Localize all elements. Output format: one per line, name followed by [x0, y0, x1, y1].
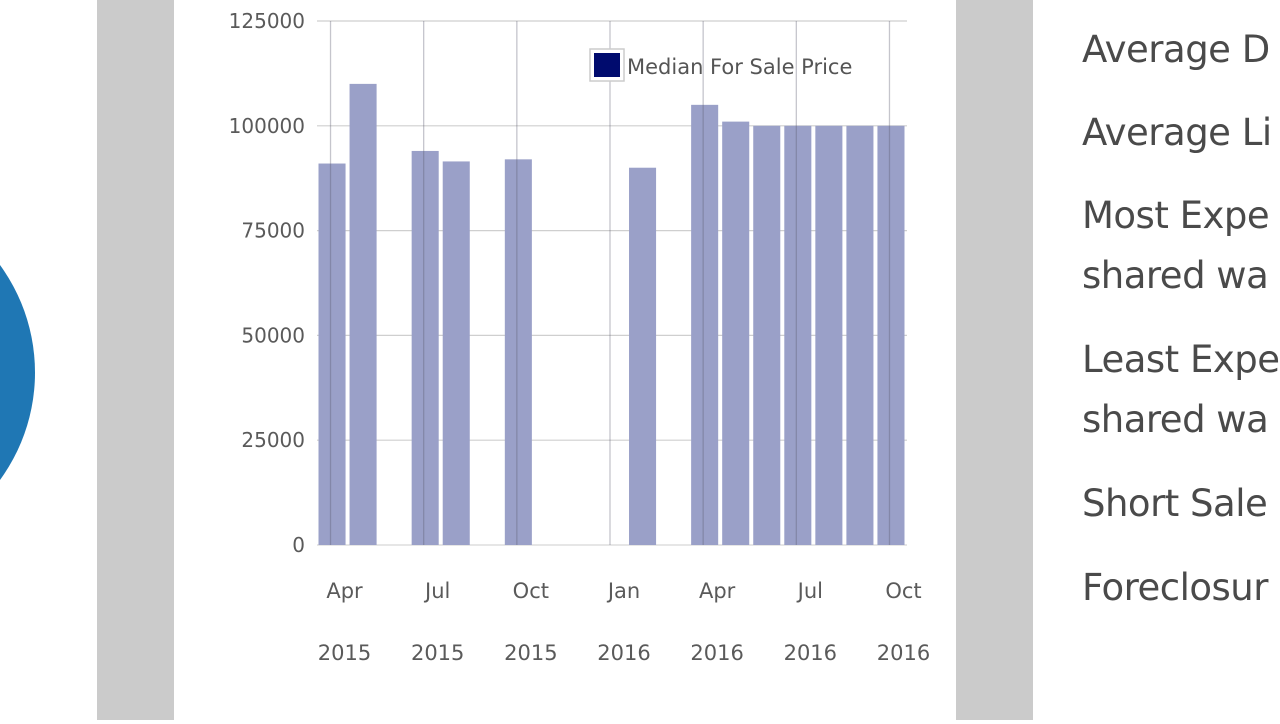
- x-tick-year: 2015: [504, 641, 557, 665]
- legend-swatch: [594, 53, 620, 77]
- bar[interactable]: [442, 161, 470, 545]
- bar[interactable]: [753, 125, 781, 546]
- bar[interactable]: [784, 125, 812, 546]
- x-tick-month: Apr: [699, 579, 736, 603]
- pie-chart-partial: [0, 190, 35, 555]
- x-tick-year: 2016: [877, 641, 930, 665]
- bar[interactable]: [629, 167, 657, 545]
- x-tick-month: Apr: [326, 579, 363, 603]
- stat-short-sale: Short Sale: [1082, 482, 1268, 525]
- x-tick-year: 2015: [318, 641, 371, 665]
- x-tick-year: 2016: [690, 641, 743, 665]
- x-tick-month: Oct: [513, 579, 549, 603]
- y-tick-label: 75000: [241, 219, 305, 243]
- bar[interactable]: [504, 159, 532, 545]
- bar[interactable]: [691, 104, 719, 545]
- y-tick-label: 0: [292, 533, 305, 557]
- stat-most-expensive: Most Expe: [1082, 194, 1270, 237]
- y-tick-label: 50000: [241, 323, 305, 347]
- bar[interactable]: [877, 125, 905, 546]
- x-tick-year: 2015: [411, 641, 464, 665]
- gray-divider-right: [956, 0, 1033, 720]
- x-tick-year: 2016: [597, 641, 650, 665]
- bar[interactable]: [722, 121, 750, 545]
- stat-least-expensive-shared: shared wa: [1082, 398, 1269, 441]
- stat-most-expensive-shared: shared wa: [1082, 254, 1269, 297]
- x-tick-year: 2016: [784, 641, 837, 665]
- stat-average-list: Average Li: [1082, 111, 1272, 154]
- x-tick-month: Jan: [606, 579, 640, 603]
- x-tick-month: Jul: [423, 579, 450, 603]
- bar[interactable]: [349, 83, 377, 545]
- y-tick-label: 25000: [241, 428, 305, 452]
- median-price-bar-chart: 0 25000 50000 75000 100000 125000 Apr 2015 Jul 20…: [229, 9, 931, 665]
- x-tick-month: Jul: [796, 579, 823, 603]
- y-tick-label: 100000: [229, 114, 305, 138]
- bar[interactable]: [318, 163, 346, 545]
- legend-label: Median For Sale Price: [627, 55, 852, 79]
- bar[interactable]: [846, 125, 874, 546]
- bar[interactable]: [815, 125, 843, 546]
- stat-average-days: Average D: [1082, 28, 1270, 71]
- bar[interactable]: [411, 150, 439, 545]
- chart-panel: 0 25000 50000 75000 100000 125000 Apr 2015 Jul 20…: [174, 0, 956, 720]
- stat-least-expensive: Least Expe: [1082, 338, 1280, 381]
- stat-foreclosure: Foreclosur: [1082, 566, 1268, 609]
- gray-divider-left: [97, 0, 174, 720]
- x-tick-month: Oct: [885, 579, 921, 603]
- y-tick-label: 125000: [229, 9, 305, 33]
